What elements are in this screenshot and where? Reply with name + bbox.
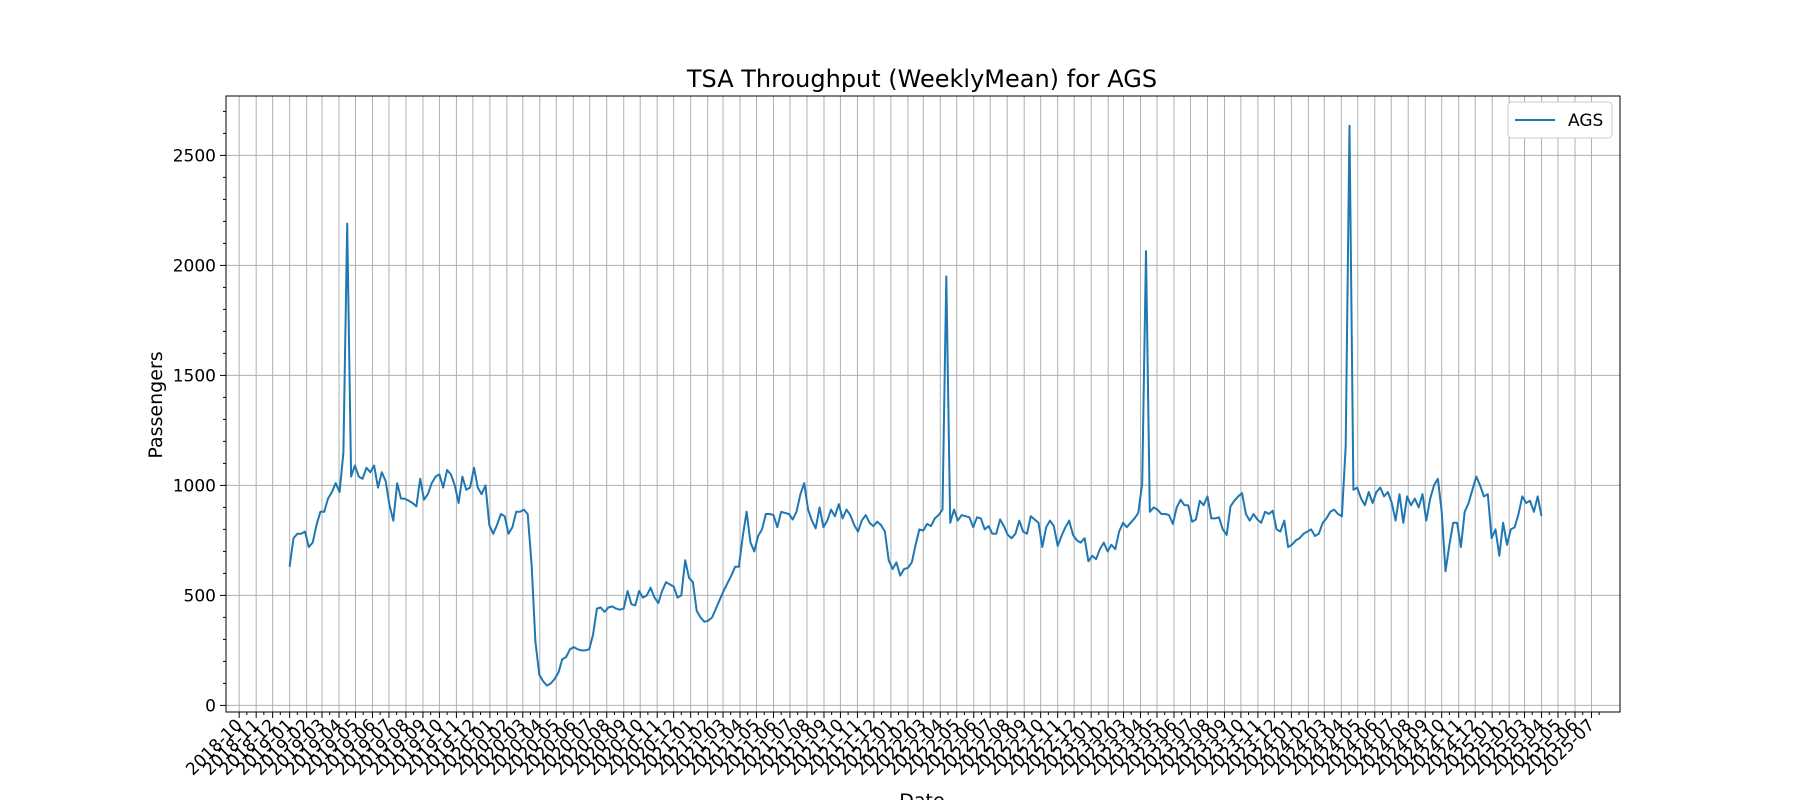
series-line-ags — [288, 124, 1543, 687]
y-tick-label: 1000 — [173, 476, 216, 496]
grid — [226, 96, 1620, 712]
legend-box — [1507, 101, 1613, 139]
y-tick-label: 0 — [205, 696, 216, 716]
y-tick-label: 2000 — [173, 256, 216, 276]
y-tick-label: 2500 — [173, 146, 216, 166]
legend: AGS — [1507, 101, 1613, 139]
x-axis: 2018-102018-112018-122019-012019-022019-… — [182, 712, 1600, 780]
y-tick-label: 1500 — [173, 366, 216, 386]
chart-title: TSA Throughput (WeeklyMean) for AGS — [686, 65, 1157, 93]
y-tick-label: 500 — [184, 586, 216, 606]
series-layer — [288, 124, 1543, 687]
y-axis-label: Passengers — [145, 351, 167, 458]
legend-label-ags: AGS — [1568, 111, 1603, 131]
y-axis: 0 500 1000 1500 2000 2500 — [173, 110, 226, 716]
x-axis-label: Date — [899, 790, 944, 800]
